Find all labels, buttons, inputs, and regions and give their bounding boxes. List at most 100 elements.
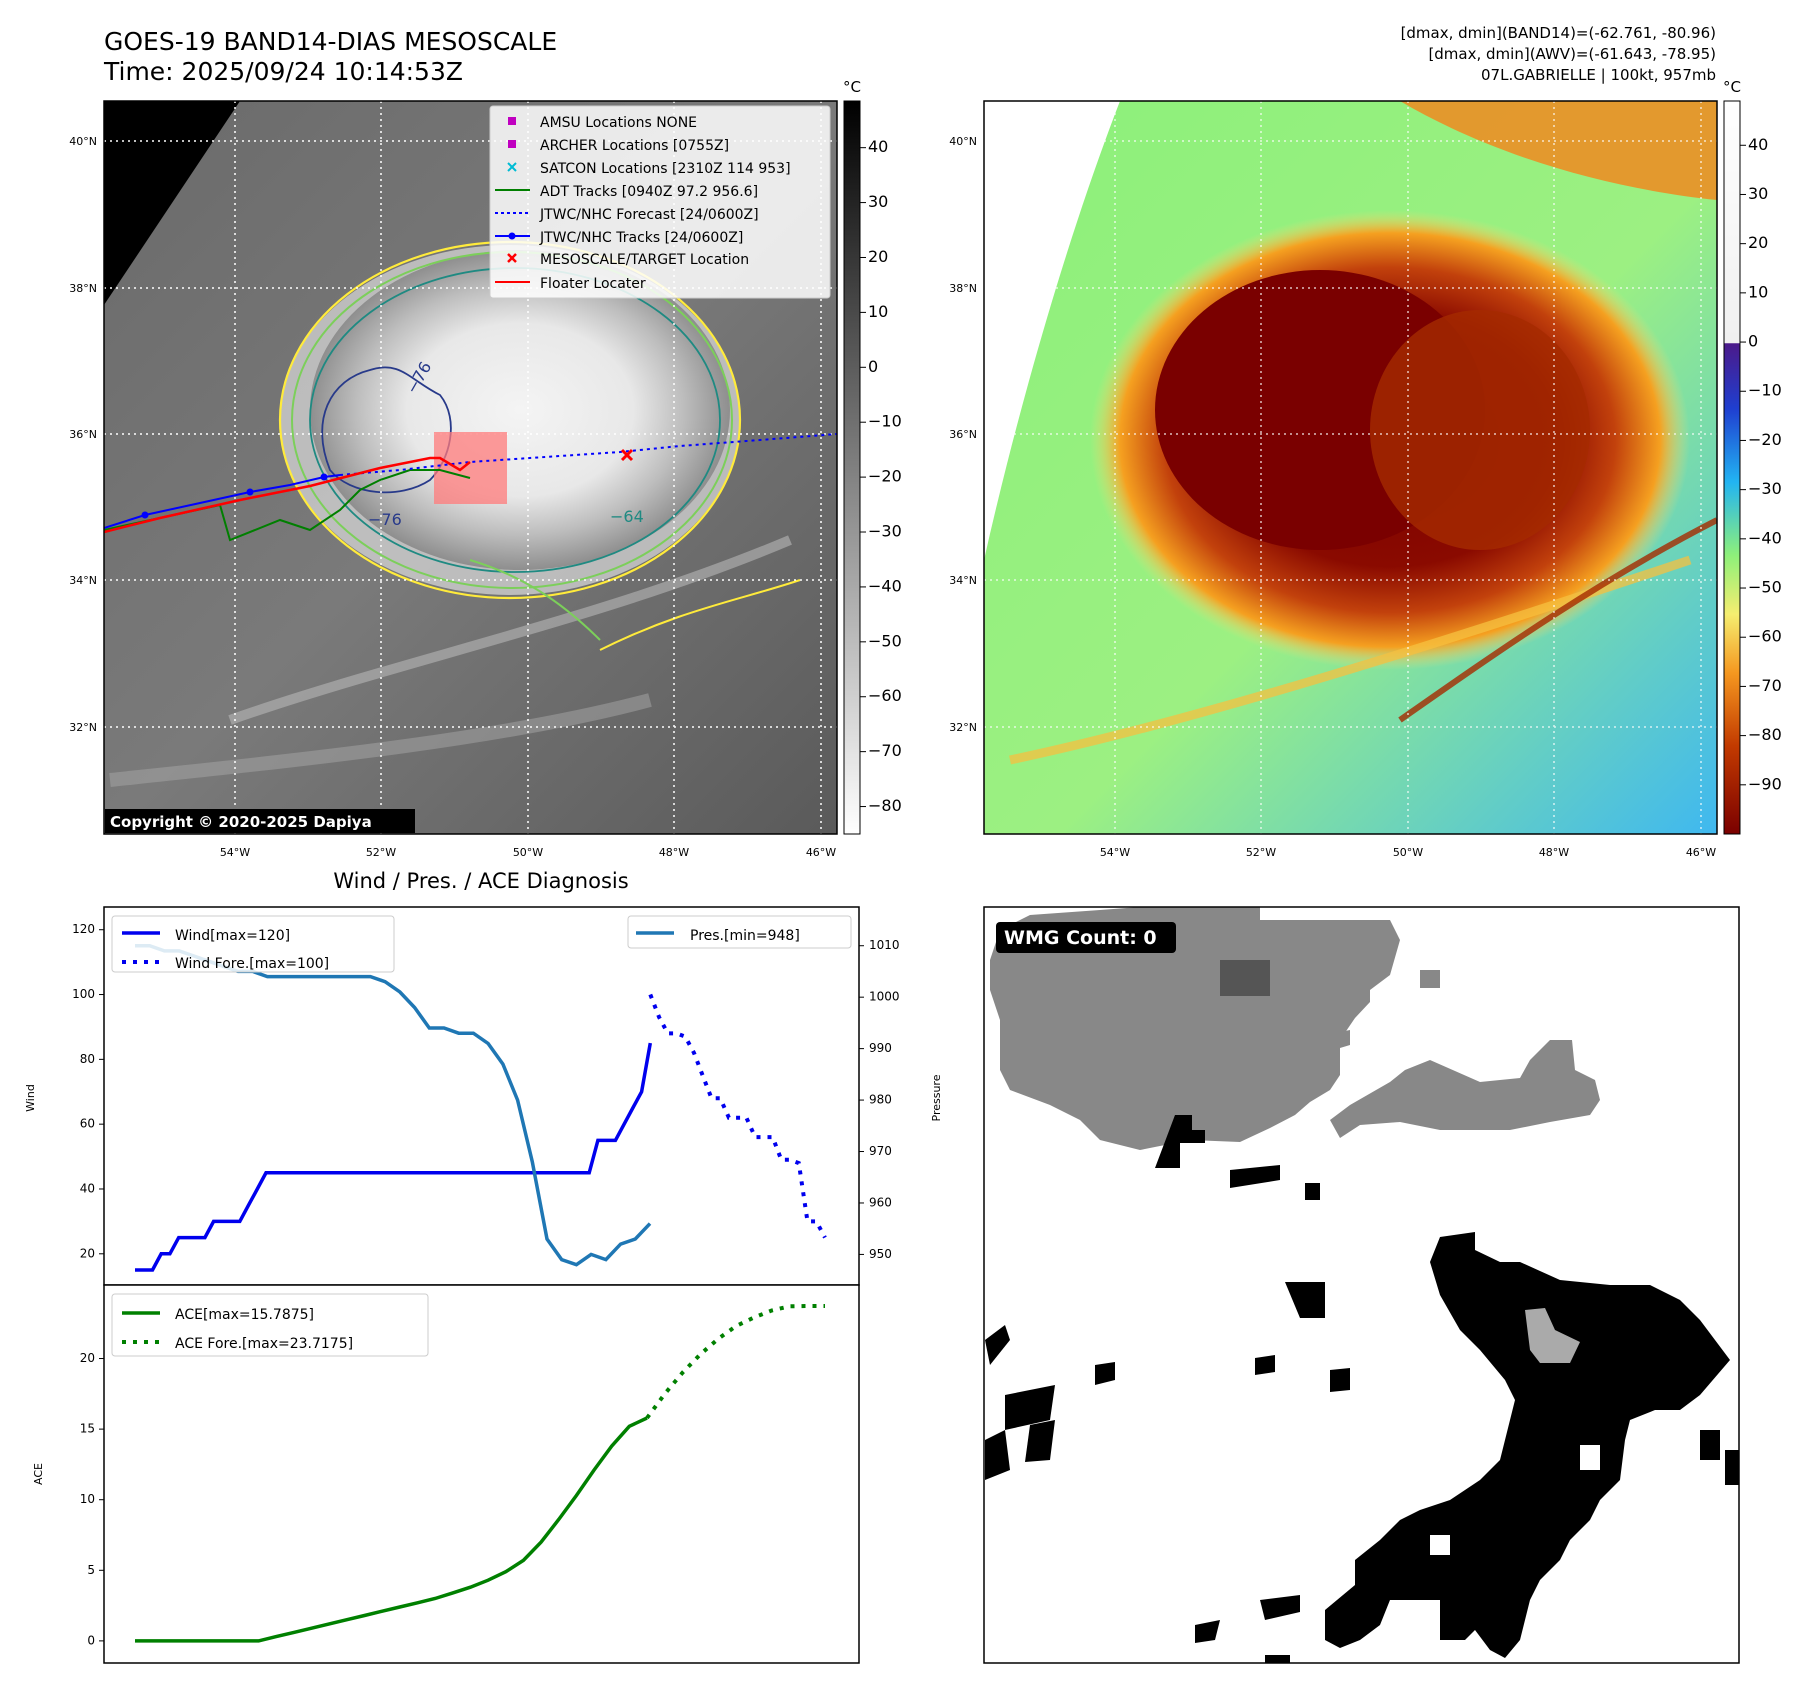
awv-colorbar-tick-label: 0 <box>1748 332 1758 351</box>
ir-colorbar-tick-label: −50 <box>868 631 902 650</box>
svg-text:46°W: 46°W <box>806 846 836 859</box>
awv-gridlines <box>984 101 1717 834</box>
wind-forecast-line <box>648 993 827 1239</box>
ace-tick-label: 0 <box>87 1633 95 1647</box>
ir-contour-label-2: −76 <box>368 510 402 529</box>
svg-text:54°W: 54°W <box>1100 846 1130 859</box>
legend-floater: Floater Locater <box>540 276 646 292</box>
svg-text:46°W: 46°W <box>1686 846 1716 859</box>
awv-map-frame <box>983 100 1718 835</box>
ir-map-frame <box>103 100 838 835</box>
ir-colorbar-tick-label: 30 <box>868 192 888 211</box>
svg-text:52°W: 52°W <box>1246 846 1276 859</box>
svg-text:50°W: 50°W <box>513 846 543 859</box>
legend-target: MESOSCALE/TARGET Location <box>540 252 749 268</box>
wind-tick-label: 60 <box>80 1117 95 1131</box>
awv-colorbar-tick-label: 40 <box>1748 135 1768 154</box>
ir-colorbar-tick-label: −60 <box>868 686 902 705</box>
svg-text:50°W: 50°W <box>1393 846 1423 859</box>
wind-legend: Wind[max=120] Wind Fore.[max=100] <box>111 915 395 973</box>
pressure-tick-label: 960 <box>869 1195 892 1209</box>
ir-contour-navy <box>321 366 452 494</box>
ir-colorbar-tick-label: 0 <box>868 357 878 376</box>
awv-colorbar-tick-label: 20 <box>1748 233 1768 252</box>
awv-colorbar-tick-label: −10 <box>1748 381 1782 400</box>
copyright-badge <box>105 809 415 833</box>
wmg-gray-region <box>990 907 1600 1150</box>
wmg-panel: WMG Count: 0 <box>983 906 1740 1664</box>
ir-colorbar-ticks: 40 30 20 10 0 −10 −20 −30 −40 −50 −60 −70 −80 <box>860 137 902 815</box>
adt-track-line <box>104 469 471 542</box>
dmax-awv-text: [dmax, dmin](AWV)=(-61.643, -78.95) <box>1428 45 1716 63</box>
ace-ylabel: ACE <box>32 1463 45 1485</box>
legend-jtwc-tracks: JTWC/NHC Tracks [24/0600Z] <box>539 230 743 246</box>
pressure-tick-label: 980 <box>869 1093 892 1107</box>
awv-colorbar-tick-label: −30 <box>1748 479 1782 498</box>
awv-lat-labels: 40°N 38°N 36°N 34°N 32°N <box>949 135 977 734</box>
ir-colorbar-unit: °C <box>843 78 861 96</box>
pressure-tick-label: 970 <box>869 1144 892 1158</box>
wind-tick-label: 120 <box>72 922 95 936</box>
awv-colorbar-ticks: 40 30 20 10 0 −10 −20 −30 −40 −50 −60 −70 −80 −90 <box>1740 135 1782 793</box>
ir-map: −76 −76 −64 <box>69 78 902 859</box>
legend-jtwc-forecast: JTWC/NHC Forecast [24/0600Z] <box>539 207 759 223</box>
svg-text:40°N: 40°N <box>69 135 97 148</box>
ir-colorbar <box>843 100 861 835</box>
ace-legend: ACE[max=15.7875] ACE Fore.[max=23.7175] <box>111 1293 429 1357</box>
diag-title: Wind / Pres. / ACE Diagnosis <box>333 869 628 893</box>
awv-lon-labels: 54°W 52°W 50°W 48°W 46°W <box>1100 846 1716 859</box>
ir-colorbar-tick-label: −80 <box>868 796 902 815</box>
wmg-light-gray-patch <box>1525 1308 1580 1363</box>
svg-text:48°W: 48°W <box>659 846 689 859</box>
awv-colorbar-tick-label: 30 <box>1748 184 1768 203</box>
ir-storm-core <box>310 250 730 570</box>
pressure-tick-label: 990 <box>869 1041 892 1055</box>
awv-colorbar-tick-label: 10 <box>1748 282 1768 301</box>
ir-colorbar-tick-label: −10 <box>868 412 902 431</box>
wmg-frame <box>983 906 1740 1664</box>
ir-lat-labels: 40°N 38°N 36°N 34°N 32°N <box>69 135 97 734</box>
dmax-band14-text: [dmax, dmin](BAND14)=(-62.761, -80.96) <box>1401 24 1716 42</box>
svg-text:32°N: 32°N <box>69 721 97 734</box>
magenta-square-icon <box>508 117 516 125</box>
ir-cloud-band-2 <box>109 693 652 787</box>
awv-colorbar-tick-label: −90 <box>1748 774 1782 793</box>
jtwc-track-markers <box>141 473 328 519</box>
ir-colorbar-tick-label: −30 <box>868 522 902 541</box>
wind-fore-legend-label: Wind Fore.[max=100] <box>175 956 329 972</box>
svg-text:34°N: 34°N <box>949 574 977 587</box>
legend-archer: ARCHER Locations [0755Z] <box>540 138 729 154</box>
wind-tick-label: 100 <box>72 987 95 1001</box>
ir-contour-label-3: −64 <box>610 507 644 526</box>
pressure-legend: Pres.[min=948] <box>627 915 852 949</box>
svg-text:38°N: 38°N <box>69 282 97 295</box>
pressure-legend-label: Pres.[min=948] <box>690 928 800 944</box>
svg-text:32°N: 32°N <box>949 721 977 734</box>
wmg-count-label: WMG Count: 0 <box>1004 927 1157 949</box>
awv-colorbar-unit: °C <box>1723 78 1741 96</box>
ace-panel: 0 5 10 15 20 ACE ACE[max=15.7875] ACE Fore.[… <box>32 1284 860 1664</box>
awv-colorbar <box>1723 100 1741 835</box>
wind-pressure-panel: 20 40 60 80 100 120 950 960 970 980 990 1000 1010 W… <box>24 906 943 1286</box>
wmg-dark-gray-patch <box>1220 960 1270 996</box>
wind-ylabel: Wind <box>24 1084 37 1112</box>
wind-tick-label: 80 <box>80 1052 95 1066</box>
ir-colorbar-tick-label: −20 <box>868 467 902 486</box>
wind-tick-label: 20 <box>80 1246 95 1260</box>
awv-core-extension <box>1370 310 1590 550</box>
ace-tick-label: 20 <box>80 1351 95 1365</box>
ir-contour-band <box>599 579 801 651</box>
pressure-ticks: 950 960 970 980 990 1000 1010 <box>859 938 900 1261</box>
red-x-icon <box>507 253 517 263</box>
ace-tick-label: 5 <box>87 1563 95 1577</box>
pressure-tick-label: 950 <box>869 1247 892 1261</box>
ir-contour-band-2 <box>469 559 601 641</box>
figure-time: Time: 2025/09/24 10:14:53Z <box>103 57 463 86</box>
svg-text:34°N: 34°N <box>69 574 97 587</box>
ir-colorbar-tick-label: −70 <box>868 741 902 760</box>
awv-colorbar-tick-label: −80 <box>1748 725 1782 744</box>
ir-cloud-band <box>228 535 792 725</box>
ace-legend-label: ACE[max=15.7875] <box>175 1307 314 1323</box>
awv-colorbar-tick-label: −60 <box>1748 627 1782 646</box>
